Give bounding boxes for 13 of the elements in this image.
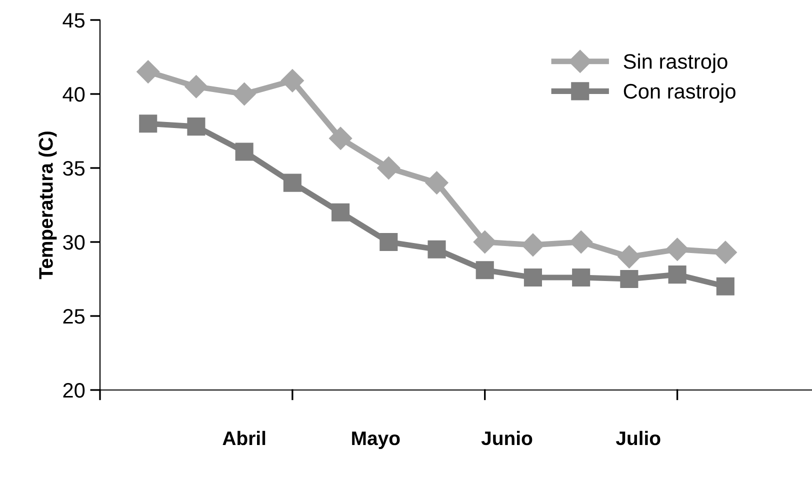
text: Julio xyxy=(616,430,660,446)
y-tick-label: 45 xyxy=(62,13,85,28)
y-tick-label: 20 xyxy=(63,383,85,398)
text: Mayo xyxy=(352,432,400,450)
legend-label: Con rastrojo xyxy=(624,83,736,103)
y-tick-label: 30 xyxy=(63,235,85,250)
y-axis-title: Temperatura (C) xyxy=(38,132,57,280)
y-tick-label: 25 xyxy=(63,309,85,324)
legend-label: Sin rastrojo xyxy=(624,54,728,73)
y-tick-label: 40 xyxy=(62,87,85,102)
y-tick-label: 35 xyxy=(63,161,85,176)
text: Junio xyxy=(481,430,532,446)
text: Abril xyxy=(222,430,266,446)
